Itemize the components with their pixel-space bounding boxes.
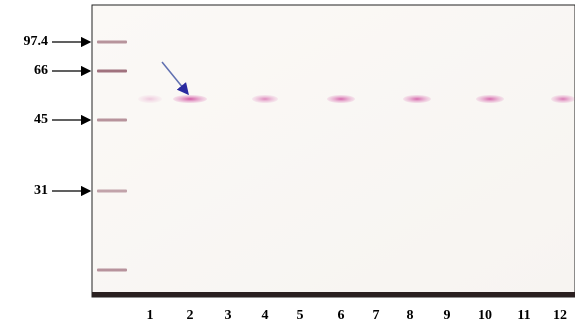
protein-band [252,95,278,103]
ladder-band [97,190,127,193]
lane-label: 5 [297,308,304,323]
protein-band [403,95,431,103]
ladder-band [97,119,127,122]
lane-label: 2 [187,308,194,323]
marker-label: 45 [34,112,48,127]
marker-label: 31 [34,183,48,198]
marker-label: 97.4 [24,34,49,49]
lane-label: 1 [147,308,154,323]
page: 97.4664531123456789101112 (() => { const… [0,0,575,327]
lane-label: 10 [478,308,492,323]
lane-label: 6 [338,308,345,323]
protein-band [138,95,162,103]
protein-band [551,95,575,103]
protein-band [327,95,355,103]
ladder-band [97,41,127,44]
marker-label: 66 [34,63,48,78]
gel-figure: 97.4664531123456789101112 [0,0,575,327]
lane-label: 4 [262,308,269,323]
gel [92,5,575,297]
ladder-band [97,269,127,272]
lane-label: 9 [444,308,451,323]
lane-label: 8 [407,308,414,323]
lane-label: 3 [225,308,232,323]
lane-label: 12 [553,308,567,323]
ladder-band [97,70,127,73]
protein-band [476,95,504,103]
gel-bottom-edge [92,292,575,297]
lane-label: 11 [517,308,530,323]
lane-label: 7 [373,308,380,323]
protein-band [173,95,207,103]
